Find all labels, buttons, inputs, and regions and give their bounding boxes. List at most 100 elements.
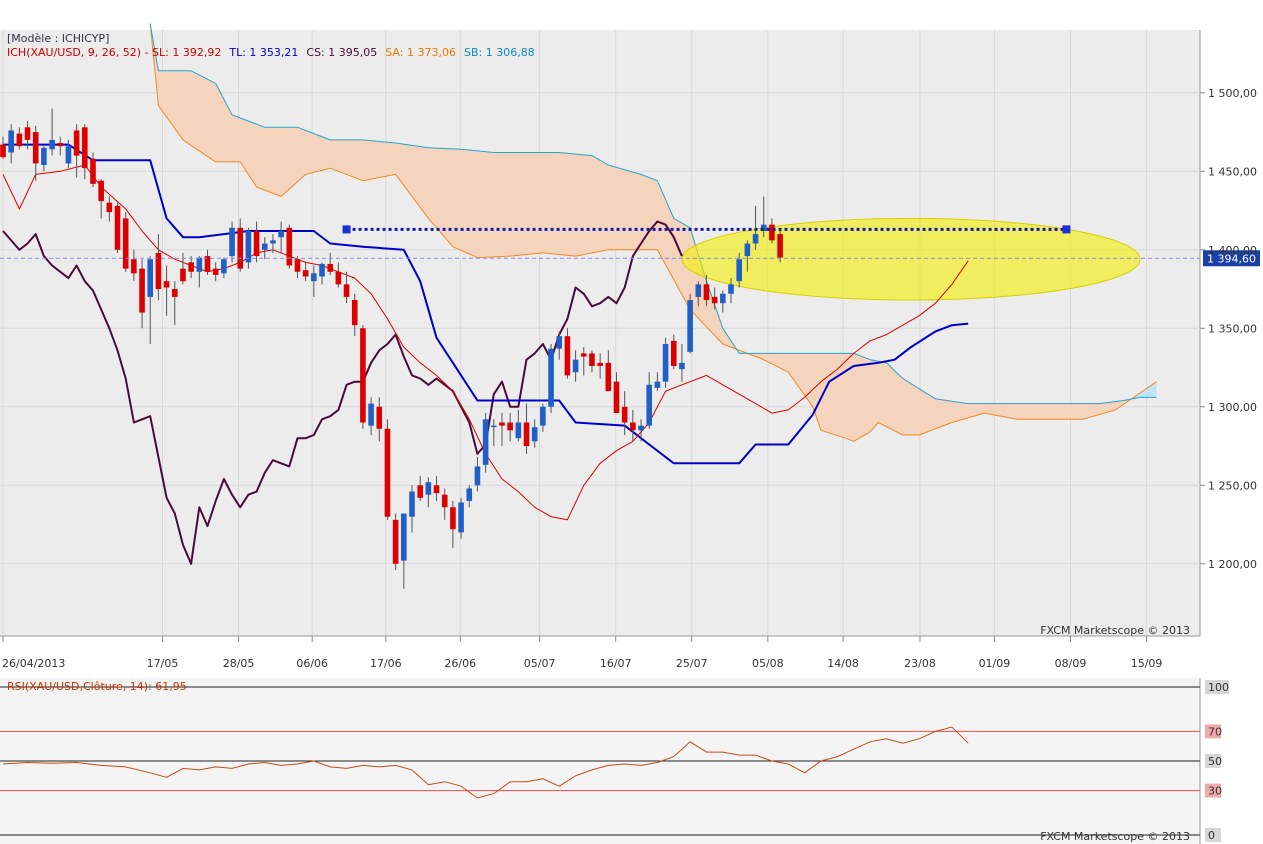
candle-body (131, 259, 137, 274)
candle-body (613, 381, 620, 414)
candle-body (638, 425, 644, 431)
candle-body (409, 491, 415, 517)
x-tick-label: 26/04/2013 (2, 657, 65, 670)
rsi-level-tag (1205, 828, 1221, 842)
candle-body (556, 336, 563, 349)
candle-body (270, 240, 276, 244)
rsi-level-label: 50 (1208, 755, 1222, 768)
candle-body (98, 180, 104, 202)
candle-body (343, 284, 350, 297)
candle-body (41, 147, 47, 166)
candle-body (122, 218, 129, 269)
price-axis-background (1200, 30, 1263, 636)
candle-body (278, 230, 284, 238)
x-tick-label: 05/08 (752, 657, 784, 670)
candle-body (621, 406, 628, 423)
candle-body (16, 133, 23, 147)
candle-body (499, 422, 505, 426)
price-axis-labels: 1 500,00 1 450,00 1 400,00 1 350,00 1 300,00… (1200, 87, 1257, 571)
highlight-ellipse-layer (681, 217, 1141, 301)
x-tick-label: 17/06 (370, 657, 402, 670)
y-tick-label: 1 400,00 (1208, 244, 1257, 257)
last-price-label: 1 394,60 (1207, 252, 1256, 265)
candle-body (425, 482, 432, 495)
candle-body (630, 422, 636, 431)
candle-body (139, 268, 145, 313)
candle-body (728, 284, 734, 294)
candle-body (221, 259, 227, 274)
rsi-level-tag (1205, 754, 1221, 768)
legend-item: SB: 1 306,88 (464, 46, 535, 59)
candle-body (294, 259, 301, 272)
rsi-level-tag (1205, 783, 1221, 798)
senkou-b-line (149, 23, 1157, 405)
candle-body (711, 296, 718, 304)
indicator-legend: ICH(XAU/USD, 9, 26, 52) - SL: 1 392,92 TL… (7, 46, 535, 59)
cloud-fill (749, 353, 1130, 442)
ichimoku-cloud (149, 23, 1157, 442)
candle-body (507, 422, 513, 431)
candle-body (564, 336, 571, 376)
candle-body (237, 227, 244, 269)
rsi-levels: 100 70 50 30 0 (0, 680, 1229, 842)
candle-body (695, 284, 702, 297)
candle-body (245, 230, 252, 263)
candle-body (82, 127, 88, 169)
candle-body (114, 205, 121, 250)
candle-body (196, 257, 203, 272)
candle-body (319, 263, 325, 277)
candle-body (752, 234, 759, 244)
candle-body (769, 224, 775, 241)
candle-body (73, 130, 80, 156)
highlight-ellipse (681, 217, 1141, 301)
legend-item: TL: 1 353,21 (228, 46, 298, 59)
candle-body (523, 422, 530, 447)
candle-body (8, 130, 14, 153)
candle-body (670, 340, 677, 366)
candle-body (360, 328, 366, 423)
candle-body (720, 293, 726, 304)
y-tick-label: 1 350,00 (1208, 322, 1257, 335)
candle-body (90, 158, 96, 184)
candle-body (548, 348, 554, 407)
x-tick-label: 26/06 (444, 657, 476, 670)
candle-body (327, 263, 333, 272)
candle-body (662, 343, 669, 382)
candle-body (646, 384, 653, 426)
main-grid (0, 30, 1200, 636)
candle-body (106, 202, 113, 213)
candle-body (515, 422, 522, 439)
y-tick-label: 1 300,00 (1208, 401, 1257, 414)
candle-body (540, 406, 546, 426)
candle-body (597, 362, 603, 366)
candle-body (229, 227, 235, 257)
date-axis-background (0, 636, 1263, 669)
candle-body (0, 144, 6, 158)
candle-body (589, 353, 595, 366)
candle-body (466, 488, 473, 501)
x-tick-label: 23/08 (904, 657, 936, 670)
candle-body (580, 353, 587, 357)
rsi-label: RSI(XAU/USD,Clôture, 14): 61,95 (7, 680, 187, 693)
x-tick-label: 15/09 (1131, 657, 1163, 670)
x-tick-label: 25/07 (676, 657, 708, 670)
legend-item: ICH(XAU/USD, 9, 26, 52) - SL: 1 392,92 (7, 46, 221, 59)
candle-body (572, 359, 579, 373)
candle-body (57, 143, 64, 147)
x-tick-label: 28/05 (223, 657, 255, 670)
rsi-line-layer (2, 726, 969, 799)
x-tick-label: 17/05 (147, 657, 179, 670)
candle-body (392, 519, 399, 564)
candle-body (351, 300, 358, 326)
legend-item: CS: 1 395,05 (306, 46, 377, 59)
candle-body (687, 300, 693, 352)
price-overlays: 1 394,60 (0, 225, 1260, 267)
candle-body (368, 403, 374, 426)
candle-body (261, 243, 268, 250)
candle-body (302, 270, 309, 277)
candle-body (286, 227, 293, 266)
candle-body (777, 234, 783, 258)
candle-body (458, 502, 464, 533)
candle-body (760, 224, 767, 231)
